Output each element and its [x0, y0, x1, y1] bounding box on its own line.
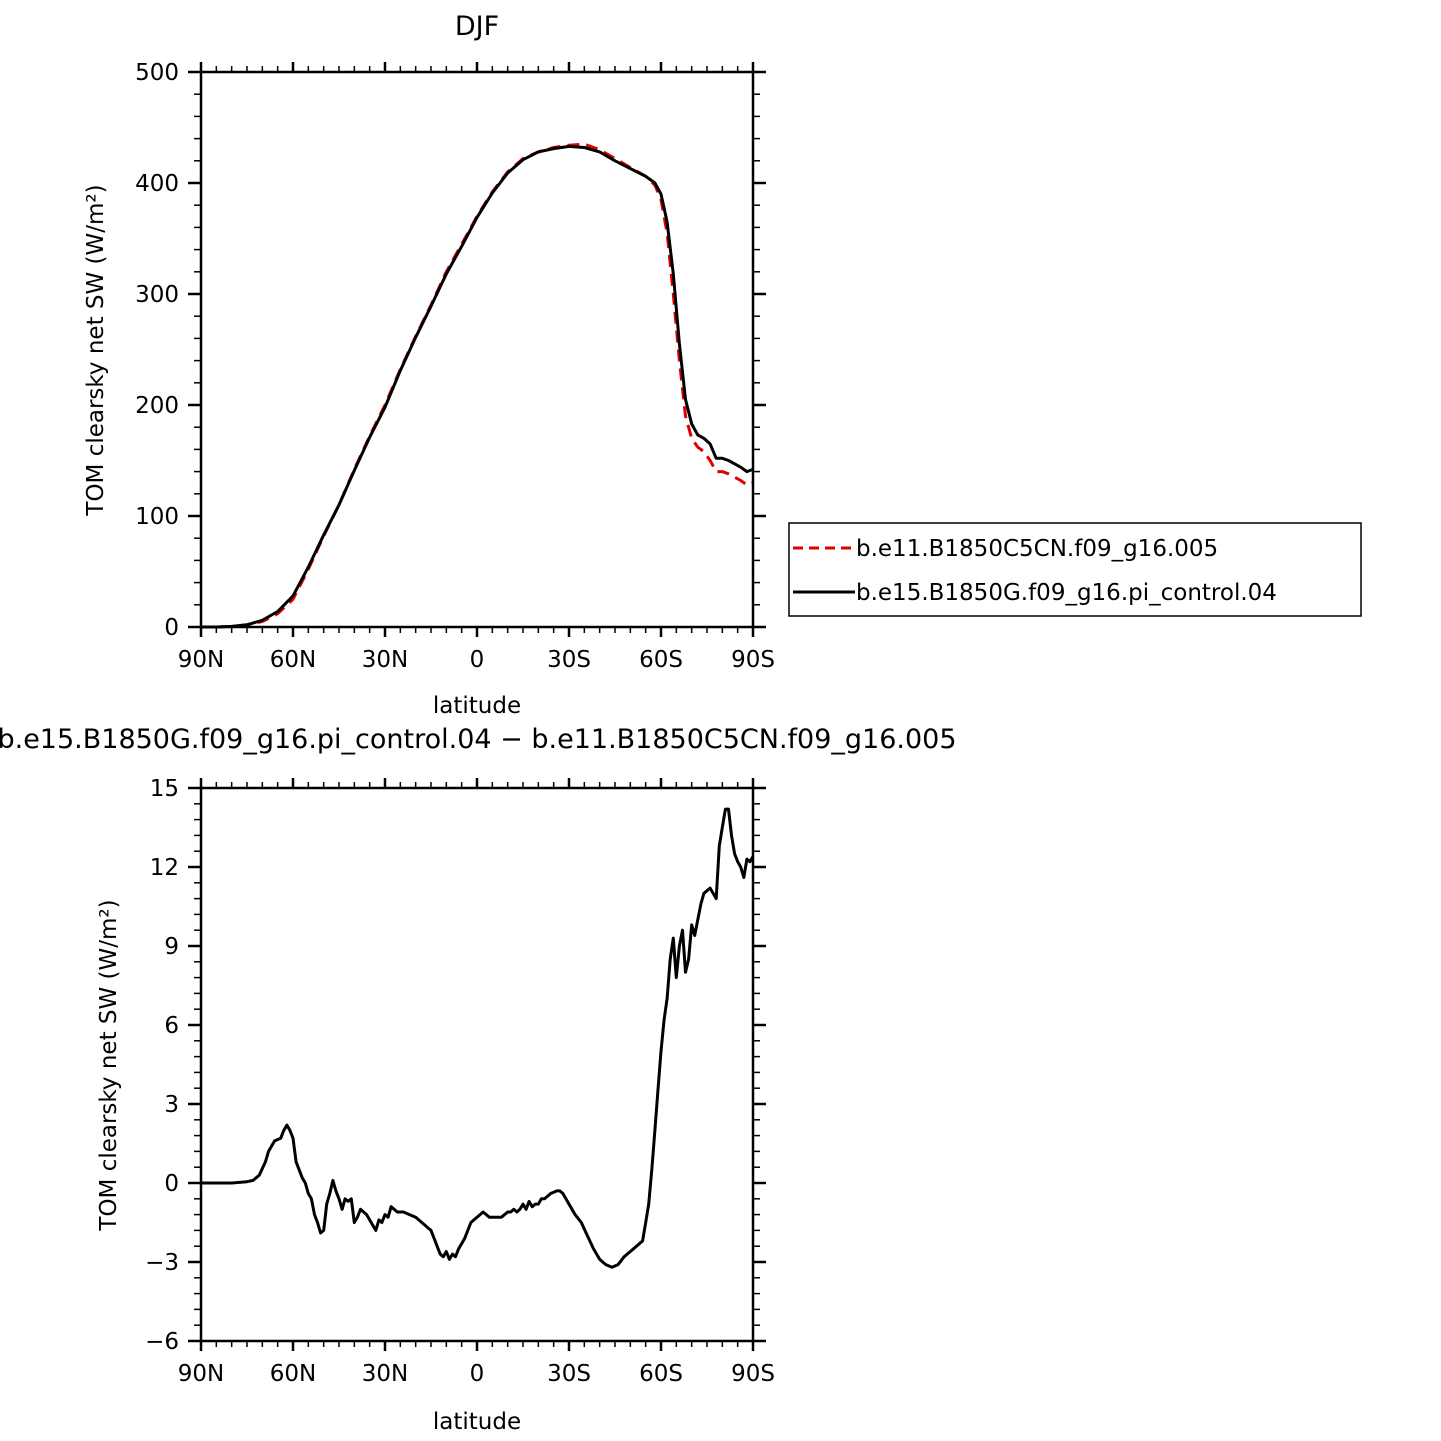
- bottom-y-axis-title: TOM clearsky net SW (W/m²): [96, 899, 122, 1231]
- legend-frame: [788, 522, 1362, 617]
- bottom-x-tick-label: 60N: [270, 1361, 316, 1387]
- top-x-tick-label: 30N: [362, 647, 408, 673]
- bottom-y-tick-label: 3: [164, 1092, 179, 1118]
- top-chart-title: DJF: [455, 11, 499, 42]
- top-ticks: 90N 60N 30N 0 30S 60S 90S 0 100 200 300 400 500: [135, 60, 775, 673]
- bottom-x-tick-label: 90N: [178, 1361, 224, 1387]
- bottom-y-tick-label: 12: [150, 855, 179, 881]
- top-y-axis-title: TOM clearsky net SW (W/m²): [83, 184, 109, 516]
- legend: b.e11.B1850C5CN.f09_g16.005 b.e15.B1850G…: [788, 522, 1362, 617]
- legend-label-series-1: b.e11.B1850C5CN.f09_g16.005: [856, 536, 1218, 562]
- bottom-y-tick-label: 9: [164, 934, 179, 960]
- top-plot-area: [201, 142, 754, 629]
- bottom-plot-frame: [199, 786, 755, 1343]
- top-panel: DJF 90N 60N 30N 0 30S 60S 90S0100200300400500 …: [83, 11, 1362, 719]
- bottom-y-tick-label: 0: [164, 1171, 179, 1197]
- top-x-tick-label: 60N: [270, 647, 316, 673]
- legend-label-series-2: b.e15.B1850G.f09_g16.pi_control.04: [856, 580, 1277, 606]
- top-x-tick-label: 0: [470, 647, 485, 673]
- top-x-tick-label: 90S: [731, 647, 775, 673]
- bottom-panel: b.e15.B1850G.f09_g16.pi_control.04 − b.e…: [0, 724, 957, 1435]
- top-y-tick-label: 100: [135, 504, 179, 530]
- top-y-tick-label: 0: [164, 615, 179, 641]
- bottom-y-tick-label: −3: [145, 1250, 179, 1276]
- top-series-2-line: [201, 144, 754, 629]
- bottom-chart-title: b.e15.B1850G.f09_g16.pi_control.04 − b.e…: [0, 724, 957, 755]
- top-x-axis-title: latitude: [433, 693, 521, 719]
- bottom-x-axis-title: latitude: [433, 1409, 521, 1435]
- top-y-tick-label: 200: [135, 393, 179, 419]
- bottom-y-tick-label: 6: [164, 1013, 179, 1039]
- top-y-tick-label: 300: [135, 282, 179, 308]
- top-y-tick-label: 400: [135, 171, 179, 197]
- bottom-plot-area: [201, 807, 755, 1269]
- top-plot-frame: [199, 70, 755, 629]
- bottom-x-tick-label: 0: [470, 1361, 485, 1387]
- bottom-x-tick-label: 90S: [731, 1361, 775, 1387]
- bottom-series-1-line: [201, 807, 755, 1269]
- top-x-tick-label: 90N: [178, 647, 224, 673]
- bottom-x-tick-label: 30S: [547, 1361, 591, 1387]
- top-x-tick-label: 30S: [547, 647, 591, 673]
- top-y-tick-label: 500: [135, 60, 179, 86]
- bottom-y-tick-label: 15: [150, 776, 179, 802]
- bottom-x-tick-label: 60S: [639, 1361, 683, 1387]
- bottom-x-tick-label: 30N: [362, 1361, 408, 1387]
- bottom-y-tick-label: −6: [145, 1329, 179, 1355]
- bottom-ticks: 90N 60N 30N 0 30S 60S 90S −6 −3 0 3 6 9 12 15: [145, 776, 775, 1387]
- top-x-tick-label: 60S: [639, 647, 683, 673]
